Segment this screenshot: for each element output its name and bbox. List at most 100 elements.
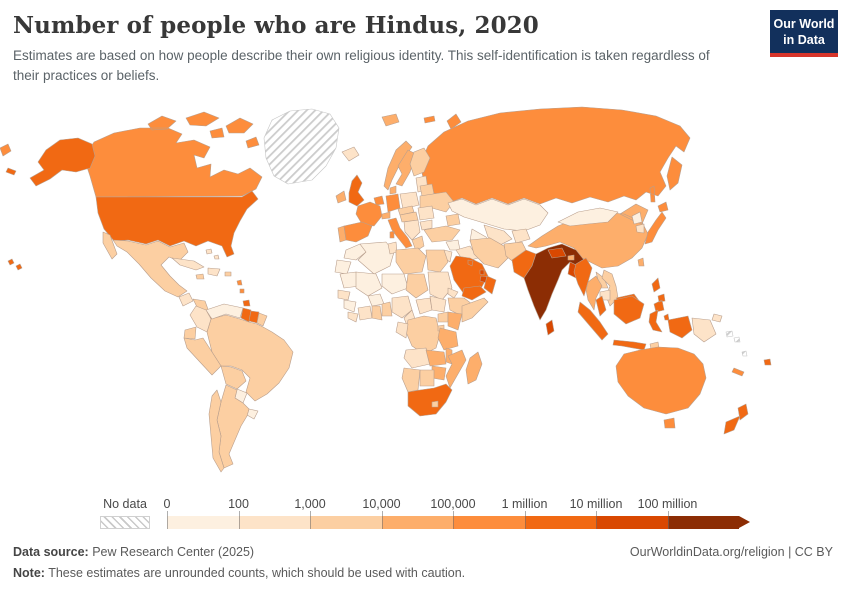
legend-segment[interactable] bbox=[167, 516, 239, 529]
country-qatar[interactable] bbox=[479, 269, 485, 276]
country-romania[interactable] bbox=[417, 205, 435, 221]
country-mali[interactable] bbox=[355, 271, 383, 297]
country-syria[interactable] bbox=[445, 239, 461, 251]
country-namibia[interactable] bbox=[401, 367, 421, 393]
country-spain[interactable] bbox=[343, 221, 373, 243]
country-guinea[interactable] bbox=[343, 299, 357, 313]
country-colombia[interactable] bbox=[189, 305, 212, 333]
country-mozambique[interactable] bbox=[445, 349, 467, 389]
country-brazil[interactable] bbox=[206, 314, 294, 402]
owid-link[interactable]: OurWorldinData.org/religion | CC BY bbox=[629, 545, 833, 559]
country-norway[interactable] bbox=[381, 113, 413, 191]
country-lesotho[interactable] bbox=[431, 400, 439, 408]
country-western-sahara[interactable] bbox=[334, 259, 352, 275]
country-french-guiana[interactable] bbox=[256, 312, 268, 327]
country-senegal[interactable] bbox=[337, 289, 351, 301]
country-bhutan[interactable] bbox=[567, 254, 575, 261]
country-greenland[interactable] bbox=[263, 108, 340, 185]
country-ireland[interactable] bbox=[335, 190, 347, 204]
country-hispaniola[interactable] bbox=[207, 267, 221, 277]
country-madagascar[interactable] bbox=[465, 351, 483, 385]
country-balkans[interactable] bbox=[403, 219, 421, 241]
country-burkina-faso[interactable] bbox=[367, 293, 385, 307]
country-botswana[interactable] bbox=[419, 369, 435, 387]
country-fiji[interactable] bbox=[763, 358, 772, 366]
legend-segment[interactable] bbox=[238, 516, 310, 529]
country-angola[interactable] bbox=[403, 347, 431, 369]
owid-logo[interactable]: Our World in Data bbox=[770, 10, 838, 57]
country-new-zealand[interactable] bbox=[723, 403, 749, 435]
country-bahamas[interactable] bbox=[205, 248, 220, 260]
country-venezuela[interactable] bbox=[205, 303, 244, 320]
legend-segment[interactable] bbox=[524, 516, 596, 529]
country-libya[interactable] bbox=[395, 247, 427, 275]
country-caucasus[interactable] bbox=[445, 213, 461, 227]
legend-segment[interactable] bbox=[453, 516, 525, 529]
country-united-states[interactable] bbox=[5, 137, 259, 271]
country-australia[interactable] bbox=[615, 346, 707, 429]
country-chile[interactable] bbox=[208, 389, 225, 473]
country-sri-lanka[interactable] bbox=[545, 319, 555, 336]
country-iceland[interactable] bbox=[341, 146, 360, 162]
country-germany[interactable] bbox=[385, 193, 401, 213]
country-tanzania[interactable] bbox=[437, 327, 459, 351]
country-iran[interactable] bbox=[469, 237, 509, 269]
country-finland[interactable] bbox=[409, 147, 431, 177]
country-guyana[interactable] bbox=[240, 307, 252, 323]
country-eritrea[interactable] bbox=[447, 287, 459, 299]
country-yemen[interactable] bbox=[461, 285, 487, 301]
country-uzbekistan[interactable] bbox=[483, 224, 513, 246]
country-egypt[interactable] bbox=[425, 249, 449, 273]
country-lesser-antilles[interactable] bbox=[236, 279, 245, 294]
legend-no-data-swatch[interactable] bbox=[100, 516, 150, 529]
legend-segment[interactable] bbox=[381, 516, 453, 529]
country-central-african-republic[interactable] bbox=[415, 297, 433, 315]
country-uganda[interactable] bbox=[437, 311, 449, 323]
country-vietnam[interactable] bbox=[601, 269, 619, 307]
country-bolivia[interactable] bbox=[220, 365, 247, 390]
country-sudan[interactable] bbox=[427, 271, 453, 301]
country-denmark[interactable] bbox=[389, 185, 397, 195]
country-kenya[interactable] bbox=[447, 311, 463, 331]
legend-segment[interactable] bbox=[667, 516, 739, 529]
country-mongolia[interactable] bbox=[557, 207, 619, 227]
country-kuwait[interactable] bbox=[467, 259, 474, 267]
country-russia[interactable] bbox=[0, 106, 691, 205]
country-congo-gabon[interactable] bbox=[395, 321, 409, 339]
country-togo-benin[interactable] bbox=[381, 301, 393, 317]
country-morocco[interactable] bbox=[343, 243, 367, 261]
country-switzerland[interactable] bbox=[381, 211, 391, 220]
country-vanuatu[interactable] bbox=[741, 350, 748, 357]
country-south-africa[interactable] bbox=[407, 383, 453, 417]
country-poland[interactable] bbox=[399, 191, 420, 210]
country-south-sudan[interactable] bbox=[429, 295, 447, 313]
country-new-caledonia[interactable] bbox=[731, 367, 745, 377]
country-chad[interactable] bbox=[405, 273, 429, 299]
country-nepal[interactable] bbox=[547, 247, 567, 259]
country-taiwan[interactable] bbox=[637, 257, 645, 267]
country-cote-divoire[interactable] bbox=[357, 305, 373, 321]
country-north-korea[interactable] bbox=[631, 211, 643, 225]
country-czechia-slovakia[interactable] bbox=[397, 205, 415, 216]
legend-segment[interactable] bbox=[596, 516, 668, 529]
country-sweden[interactable] bbox=[395, 149, 417, 187]
country-japan[interactable] bbox=[644, 201, 669, 245]
country-canada[interactable] bbox=[83, 111, 263, 198]
country-trinidad-and-tobago[interactable] bbox=[242, 299, 251, 307]
country-mexico[interactable] bbox=[102, 231, 189, 298]
country-tunisia[interactable] bbox=[387, 241, 398, 255]
country-papua-new-guinea[interactable] bbox=[691, 313, 723, 343]
country-nigeria[interactable] bbox=[391, 295, 413, 319]
legend-segment[interactable] bbox=[310, 516, 382, 529]
country-belgium-netherlands[interactable] bbox=[373, 195, 385, 206]
country-france[interactable] bbox=[355, 201, 383, 227]
country-kazakhstan[interactable] bbox=[447, 198, 549, 232]
country-zambia[interactable] bbox=[425, 349, 447, 367]
country-philippines[interactable] bbox=[651, 277, 666, 313]
country-ghana[interactable] bbox=[371, 305, 383, 321]
country-greece[interactable] bbox=[411, 235, 425, 252]
country-algeria[interactable] bbox=[357, 241, 395, 275]
country-puerto-rico[interactable] bbox=[224, 271, 232, 277]
country-bulgaria[interactable] bbox=[419, 219, 433, 231]
country-oman[interactable] bbox=[483, 275, 497, 295]
